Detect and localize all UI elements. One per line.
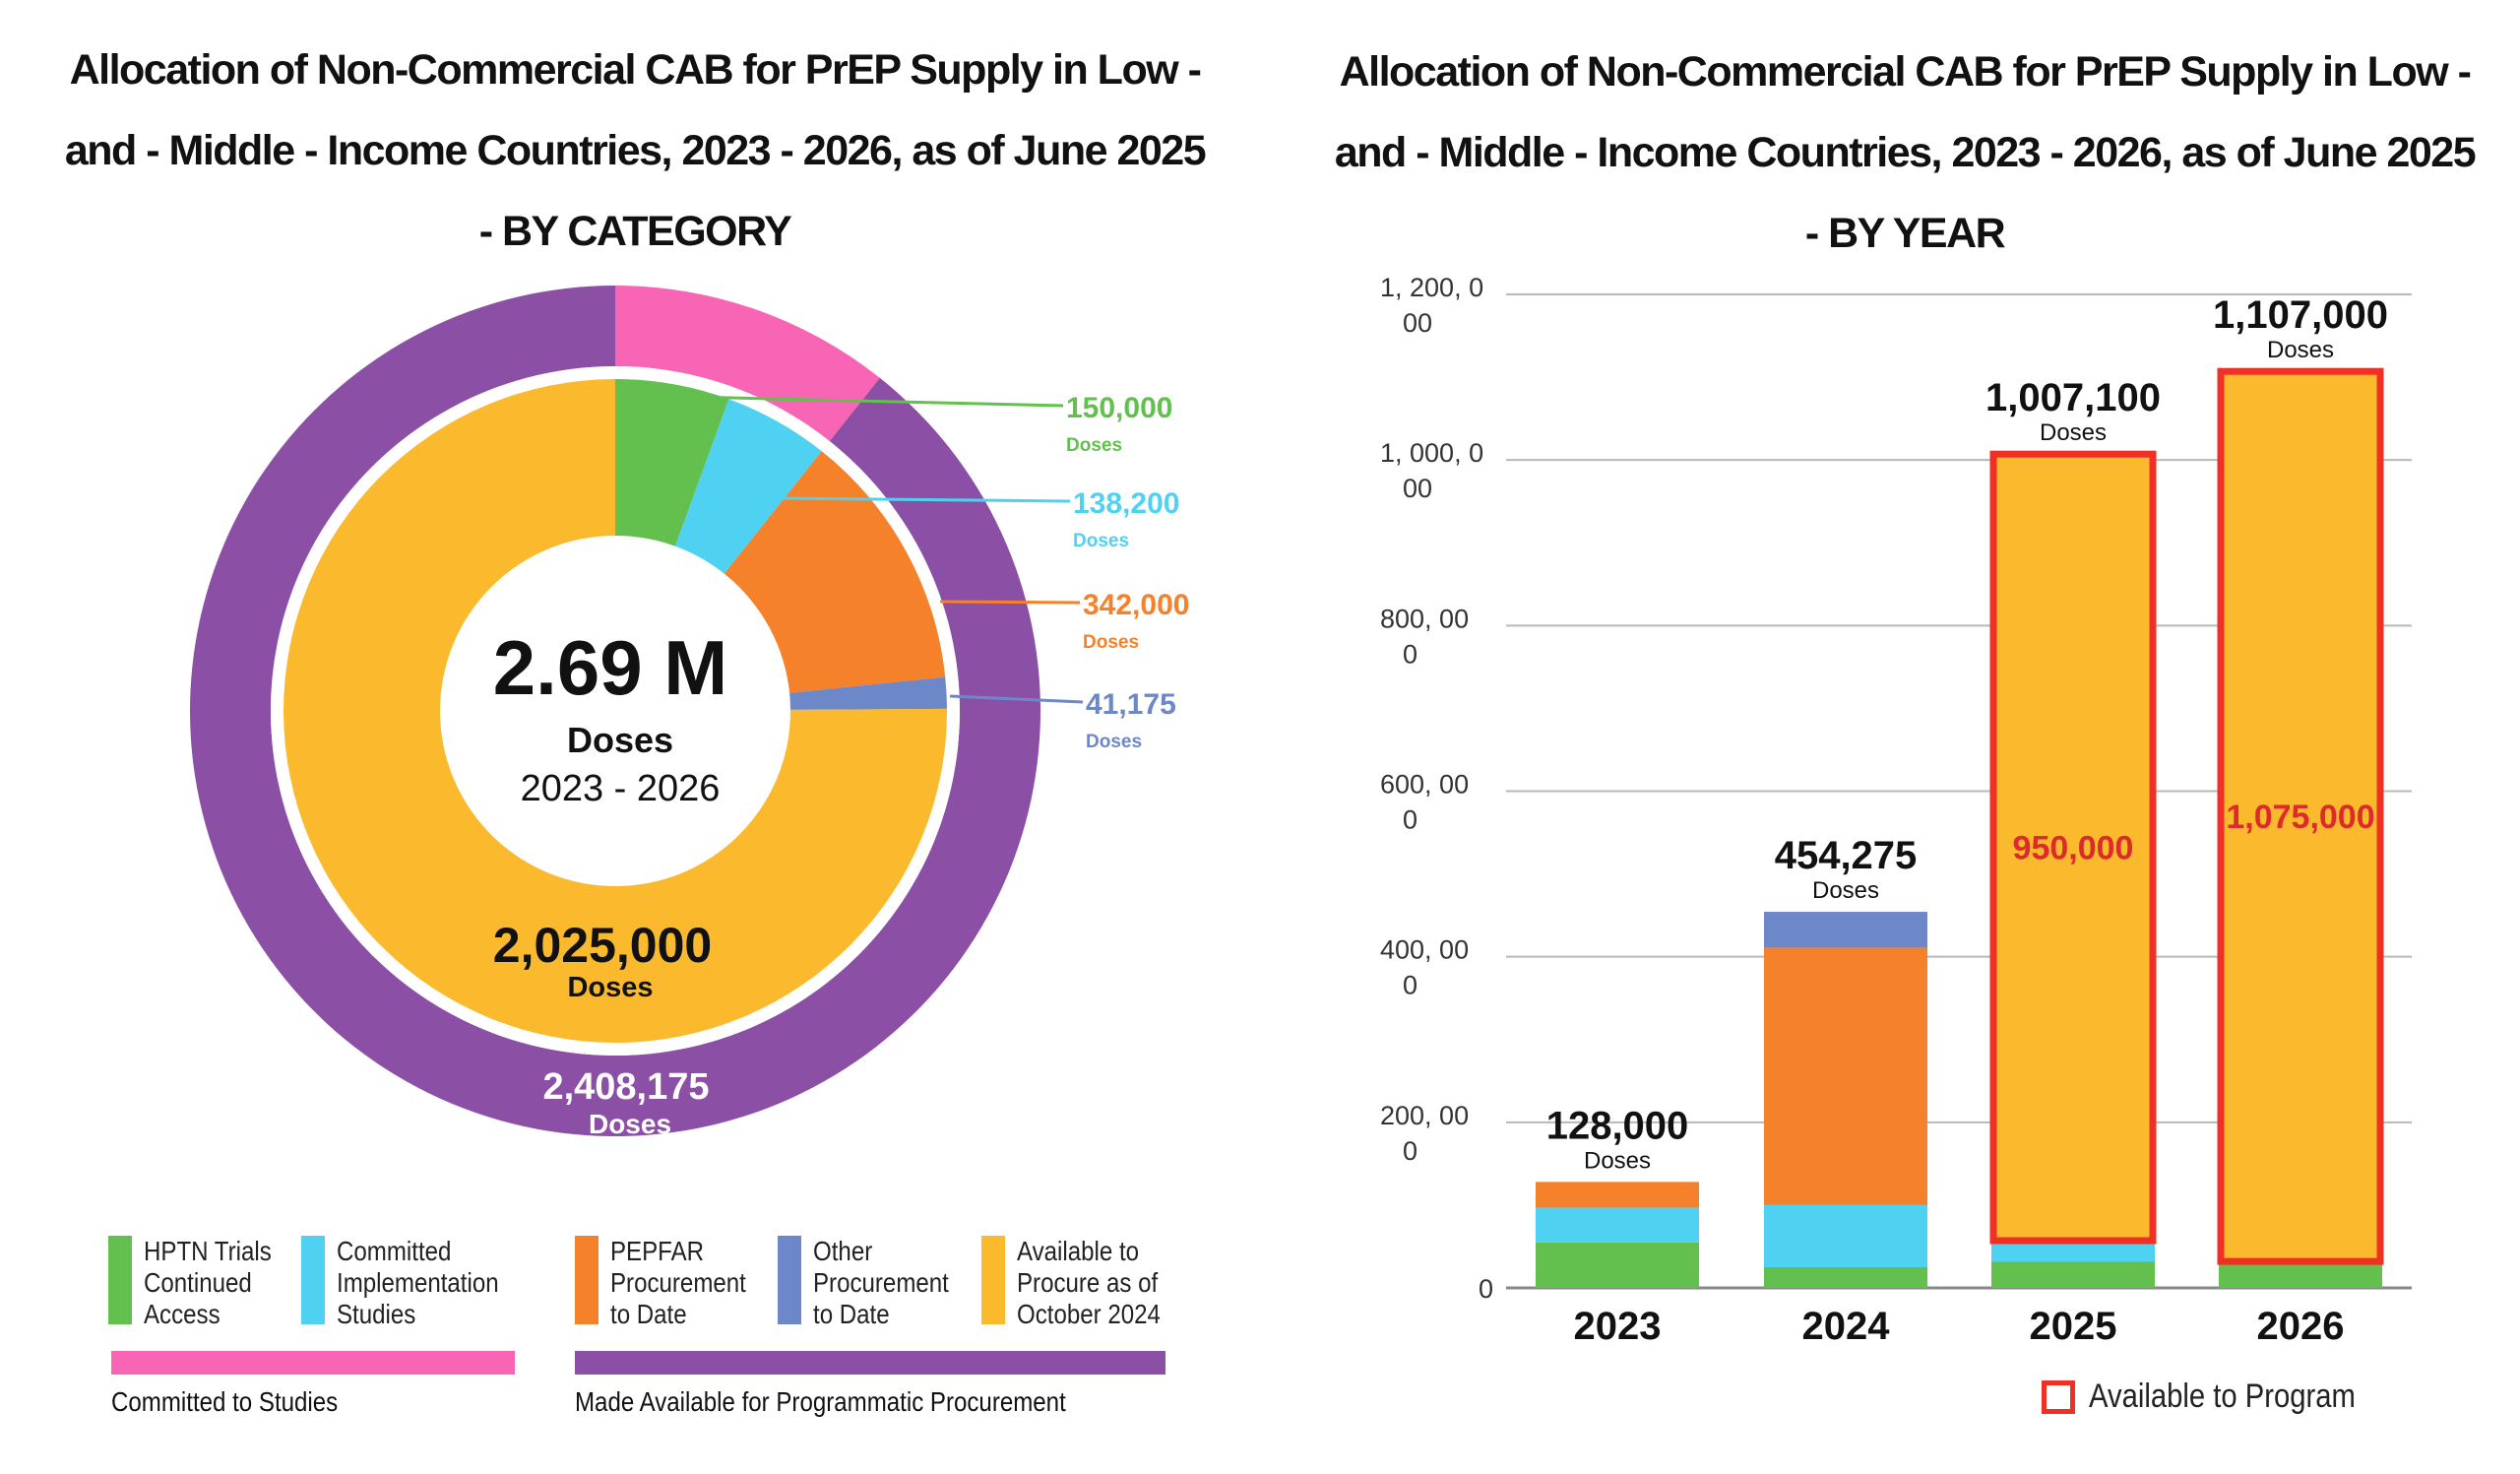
total-value-2025: 1,007,100	[1985, 376, 2161, 419]
programmatic-unit-label: Doses	[589, 1109, 671, 1139]
bar-2026-hptn-trials-continued-access	[2219, 1261, 2382, 1288]
bar-2024-committed-implementation-studies	[1764, 1204, 1927, 1267]
legend-swatch	[575, 1236, 598, 1324]
total-unit-2024: Doses	[1812, 877, 1879, 904]
x-tick-2023: 2023	[1574, 1305, 1662, 1348]
group-label-made-available-for-programmatic-procurement: Made Available for Programmatic Procurem…	[575, 1386, 1066, 1417]
bar-2024-pepfar-procurement-to-date	[1764, 947, 1927, 1205]
total-unit-2023: Doses	[1584, 1147, 1651, 1174]
bar-2023-committed-implementation-studies	[1536, 1207, 1699, 1243]
callout-unit-committed-implementation-studies: Doses	[1073, 531, 1129, 551]
available-to-program-swatch	[2042, 1379, 2075, 1414]
programmatic-value-label: 2,408,175	[542, 1066, 709, 1108]
donut-center-unit: Doses	[567, 720, 673, 760]
available-value-2025: 950,000	[2013, 830, 2134, 867]
legend-item-pepfar-procurement-to-date: PEPFAR Procurement to Date	[575, 1236, 847, 1329]
total-value-2024: 454,275	[1775, 834, 1918, 877]
bar-2026-available-to-procure-as-of-october-2024	[2219, 371, 2382, 1262]
legend-item-other-procurement-to-date: Other Procurement to Date	[778, 1236, 1049, 1329]
available-outline-2026	[2217, 367, 2384, 1265]
available-to-program-legend: Available to Program	[2042, 1378, 2399, 1416]
callout-value-hptn-trials-continued-access: 150,000	[1066, 392, 1172, 424]
callout-line-committed-implementation-studies	[777, 496, 1071, 503]
category-donut-chart: 150,000 Doses 138,200 Doses 342,000 Doses 41,1…	[189, 286, 1190, 1139]
available-unit-label: Doses	[567, 972, 653, 1003]
legend-label: Other Procurement to Date	[813, 1236, 949, 1329]
callout-line-other-procurement-to-date	[949, 694, 1084, 704]
legend-label: Available to Procure as of October 2024	[1017, 1236, 1161, 1329]
x-tick-2026: 2026	[2257, 1305, 2345, 1348]
callout-unit-other-procurement-to-date: Doses	[1086, 732, 1142, 752]
x-tick-2025: 2025	[2030, 1305, 2117, 1348]
legend-swatch	[301, 1236, 325, 1324]
callout-line-pepfar-procurement-to-date	[939, 600, 1081, 605]
bar-2024-other-procurement-to-date	[1764, 912, 1927, 948]
y-tick-label: 800, 00 0	[1380, 604, 1469, 669]
legend-swatch	[778, 1236, 801, 1324]
bar-2025-available-to-procure-as-of-october-2024	[1991, 454, 2155, 1241]
x-tick-2024: 2024	[1802, 1305, 1891, 1348]
total-value-2023: 128,000	[1546, 1104, 1689, 1147]
available-value-2026: 1,075,000	[2226, 799, 2374, 836]
bar-2024-hptn-trials-continued-access	[1764, 1266, 1927, 1288]
donut-center-total: 2.69 M	[493, 624, 727, 711]
legend-swatch	[108, 1236, 132, 1324]
outer-ring-committed-to-studies	[615, 286, 880, 442]
legend-item-available-to-procure-as-of-october-2024: Available to Procure as of October 2024	[981, 1236, 1253, 1329]
total-unit-2026: Doses	[2267, 337, 2334, 363]
callout-unit-pepfar-procurement-to-date: Doses	[1083, 632, 1139, 653]
bar-2023-pepfar-procurement-to-date	[1536, 1182, 1699, 1208]
group-label-committed-to-studies: Committed to Studies	[111, 1386, 339, 1417]
donut-center-hole	[440, 536, 790, 886]
available-value-label: 2,025,000	[493, 918, 712, 973]
y-tick-label: 0	[1479, 1274, 1493, 1304]
left-chart-title: Allocation of Non-Commercial CAB for PrE…	[64, 46, 1207, 255]
right-chart-title: Allocation of Non-Commercial CAB for PrE…	[1334, 48, 2477, 257]
donut-center-range: 2023 - 2026	[521, 768, 721, 809]
callout-value-other-procurement-to-date: 41,175	[1086, 688, 1176, 721]
y-tick-label: 600, 00 0	[1380, 770, 1469, 835]
bar-2025-committed-implementation-studies	[1991, 1240, 2155, 1262]
group-bar-committed-to-studies	[111, 1351, 515, 1375]
callout-value-pepfar-procurement-to-date: 342,000	[1083, 589, 1189, 621]
y-tick-label: 1, 200, 0 00	[1380, 273, 1483, 338]
legend-swatch	[981, 1236, 1005, 1324]
legend-label: HPTN Trials Continued Access	[144, 1236, 272, 1329]
bar-2023-hptn-trials-continued-access	[1536, 1242, 1699, 1288]
y-tick-label: 400, 00 0	[1380, 935, 1469, 1000]
available-outline-2025	[1989, 450, 2157, 1245]
group-bar-made-available-for-programmatic-procurement	[575, 1351, 1166, 1375]
callout-value-committed-implementation-studies: 138,200	[1073, 487, 1179, 520]
available-to-program-label: Available to Program	[2089, 1378, 2356, 1415]
callout-unit-hptn-trials-continued-access: Doses	[1066, 435, 1122, 456]
legend-label: PEPFAR Procurement to Date	[610, 1236, 746, 1329]
total-value-2026: 1,107,000	[2213, 293, 2388, 337]
legend-label: Committed Implementation Studies	[337, 1236, 499, 1329]
legend-item-committed-implementation-studies: Committed Implementation Studies	[301, 1236, 573, 1329]
callout-line-hptn-trials-continued-access	[688, 395, 1064, 408]
bar-2025-hptn-trials-continued-access	[1991, 1261, 2155, 1288]
y-tick-label: 1, 000, 0 00	[1380, 438, 1483, 503]
legend-item-hptn-trials-continued-access: HPTN Trials Continued Access	[108, 1236, 380, 1329]
total-unit-2025: Doses	[2040, 419, 2107, 446]
y-tick-label: 200, 00 0	[1380, 1101, 1469, 1166]
